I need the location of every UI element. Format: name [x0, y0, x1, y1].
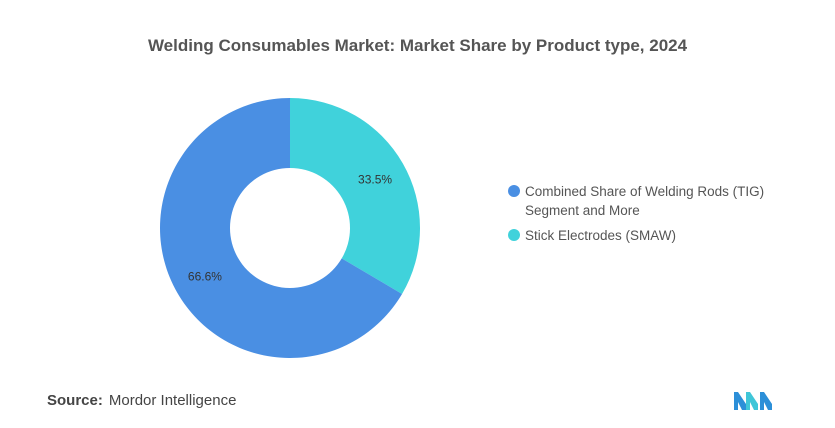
chart-legend: Combined Share of Welding Rods (TIG) Seg…	[508, 182, 808, 251]
chart-title: Welding Consumables Market: Market Share…	[147, 36, 688, 55]
legend-swatch-stick-electrodes	[508, 229, 520, 241]
source-label: Source:	[47, 392, 103, 409]
legend-label-stick-electrodes: Stick Electrodes (SMAW)	[525, 228, 677, 243]
legend-label-welding-rods: Combined Share of Welding Rods (TIG) Seg…	[525, 184, 765, 218]
source-note: Source: Mordor Intelligence	[47, 392, 236, 409]
slice-welding-rods	[159, 98, 403, 358]
donut-chart: 33.5% 66.6%	[159, 98, 420, 358]
mordor-intelligence-logo	[734, 392, 772, 410]
data-label-welding-rods: 66.6%	[188, 270, 222, 284]
data-label-stick-electrodes: 33.5%	[358, 172, 392, 186]
slice-stick-electrodes	[290, 98, 420, 294]
legend-item-stick-electrodes: Stick Electrodes (SMAW)	[508, 226, 808, 245]
legend-item-welding-rods: Combined Share of Welding Rods (TIG) Seg…	[508, 182, 808, 220]
source-text: Mordor Intelligence	[108, 392, 237, 409]
legend-swatch-welding-rods	[508, 185, 520, 197]
